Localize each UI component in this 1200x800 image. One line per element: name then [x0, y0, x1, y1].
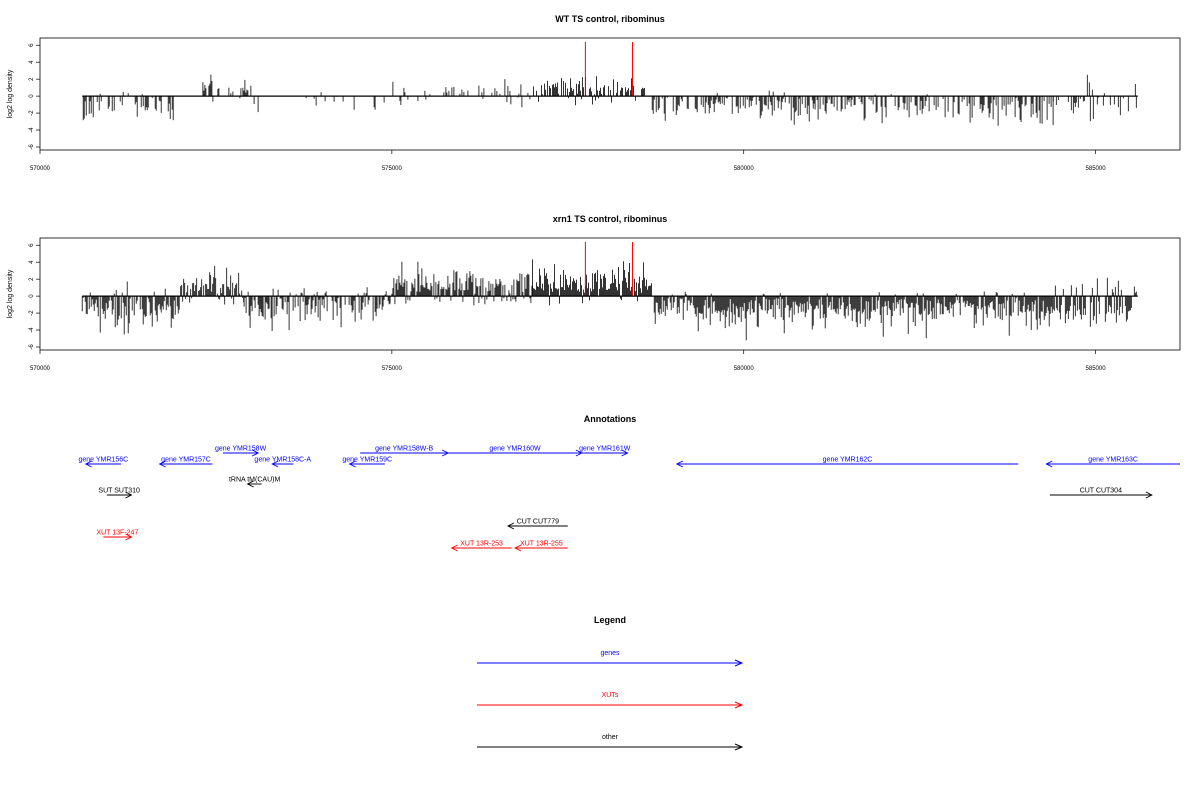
legend-title: Legend [594, 615, 626, 625]
feature-label-13: CUT CUT779 [517, 519, 559, 526]
feature-arrowhead-15 [513, 544, 522, 552]
feature-label-12: gene YMR163C [1088, 457, 1138, 464]
y-tick-label-6: -6 [29, 144, 35, 150]
annotations-title: Annotations [584, 414, 637, 424]
x-tick-label-3: 585000 [1086, 366, 1107, 372]
y-tick-label-3: 0 [29, 94, 35, 98]
legend-label-other: other [602, 734, 619, 741]
y-tick-label-1: 4 [29, 60, 35, 64]
y-tick-label-2: 2 [29, 77, 35, 81]
wt-y-ticks: 6 4 2 0 -2 -4 -6 [29, 43, 40, 150]
x-tick-label-0: 570000 [30, 166, 51, 172]
annotations-track: Annotations gene YMR156C gene YMR157Cgene… [78, 414, 1180, 552]
xrn1-density-panel: xrn1 TS control, ribominus log2 log dens… [7, 214, 1181, 372]
feature-label-15: XUT 13R-255 [520, 541, 563, 548]
feature-label-5: SUT SUT310 [98, 488, 140, 495]
wt-density-panel: WT TS control, ribominus log2 log densit… [7, 14, 1181, 172]
feature-label-9: gene YMR160W [489, 446, 541, 453]
feature-arrowhead-13 [506, 522, 515, 530]
feature-arrowhead-6 [125, 533, 133, 541]
feature-arrowhead-5 [125, 491, 133, 499]
feature-label-16: CUT CUT304 [1080, 488, 1122, 495]
feature-label-10: gene YMR161W [579, 446, 631, 453]
legend-arrowhead-0 [734, 659, 744, 667]
xrn1-density-bars [81, 259, 1137, 341]
wt-red-markers [584, 42, 634, 97]
wt-y-axis-label: log2 log density [7, 69, 14, 118]
legend-arrowhead-2 [734, 743, 744, 751]
y-tick-label-4: -2 [29, 110, 35, 116]
y-tick-label-2: 2 [29, 277, 35, 281]
feature-label-0: gene YMR156C [78, 457, 128, 464]
y-tick-label-6: -6 [29, 344, 35, 350]
xrn1-red-markers [584, 242, 634, 297]
feature-arrowhead-11 [675, 460, 684, 468]
legend-arrowhead-1 [734, 701, 744, 709]
feature-arrowhead-2 [251, 449, 260, 457]
x-tick-label-2: 580000 [734, 166, 755, 172]
y-tick-label-0: 6 [29, 43, 35, 47]
wt-x-ticks: 570000 575000 580000 585000 [30, 150, 1106, 172]
feature-label-7: gene YMR158W-B [375, 446, 433, 453]
x-tick-label-1: 575000 [382, 166, 403, 172]
legend: Legend genes XUTs other [477, 615, 744, 751]
feature-label-4: tRNA tM(CAU)M [229, 477, 281, 484]
xrn1-plot-frame [39, 237, 1181, 351]
feature-arrowhead-16 [1145, 491, 1153, 499]
xrn1-x-ticks: 570000 575000 580000 585000 [30, 350, 1106, 372]
feature-arrowhead-1 [158, 460, 166, 468]
y-tick-label-4: -2 [29, 310, 35, 316]
feature-arrowhead-0 [84, 460, 92, 468]
y-tick-label-1: 4 [29, 260, 35, 264]
x-tick-label-1: 575000 [382, 366, 403, 372]
feature-label-14: XUT 13R-253 [460, 541, 503, 548]
feature-arrowhead-12 [1045, 460, 1053, 468]
y-tick-label-0: 6 [29, 243, 35, 247]
xrn1-y-axis-label: log2 log density [7, 269, 14, 318]
feature-arrowhead-8 [348, 460, 356, 468]
feature-label-11: gene YMR162C [823, 457, 873, 464]
feature-label-6: XUT 13F-247 [96, 530, 138, 537]
legend-entries: genes XUTs other [477, 650, 744, 751]
y-tick-label-5: -4 [29, 327, 35, 333]
wt-plot-frame [39, 37, 1181, 151]
legend-label-xuts: XUTs [602, 692, 619, 699]
x-tick-label-0: 570000 [30, 366, 51, 372]
feature-label-8: gene YMR159C [342, 457, 392, 464]
y-tick-label-3: 0 [29, 294, 35, 298]
feature-arrowhead-4 [246, 480, 254, 488]
wt-density-bars [82, 74, 1137, 126]
annotation-features: gene YMR156C gene YMR157C gene YMR158W gene… [78, 446, 1180, 552]
x-tick-label-3: 585000 [1086, 166, 1107, 172]
feature-arrowhead-3 [271, 460, 279, 468]
feature-label-3: gene YMR158C-A [254, 457, 311, 464]
legend-label-genes: genes [600, 650, 620, 657]
y-tick-label-5: -4 [29, 127, 35, 133]
xrn1-panel-title: xrn1 TS control, ribominus [553, 214, 668, 224]
wt-panel-title: WT TS control, ribominus [555, 14, 665, 24]
x-tick-label-2: 580000 [734, 366, 755, 372]
feature-label-2: gene YMR158W [215, 446, 267, 453]
feature-arrowhead-14 [450, 544, 458, 552]
xrn1-y-ticks: 6 4 2 0 -2 -4 -6 [29, 243, 40, 350]
feature-arrowhead-10 [621, 449, 629, 457]
feature-label-1: gene YMR157C [161, 457, 211, 464]
